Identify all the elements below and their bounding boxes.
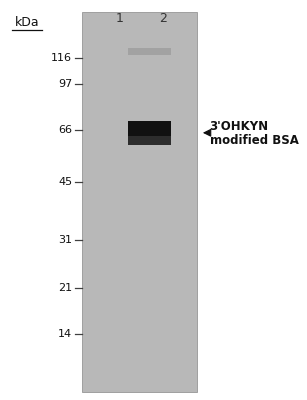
Text: 3'OHKYN: 3'OHKYN xyxy=(210,120,269,132)
Text: kDa: kDa xyxy=(15,16,40,28)
Text: 66: 66 xyxy=(58,125,72,135)
Text: 116: 116 xyxy=(51,53,72,63)
Bar xyxy=(128,121,171,145)
Text: 97: 97 xyxy=(58,79,72,89)
Text: modified BSA: modified BSA xyxy=(210,134,298,146)
Bar xyxy=(82,12,197,392)
Bar xyxy=(128,136,171,145)
Bar xyxy=(128,48,171,55)
Text: 2: 2 xyxy=(159,12,167,24)
Text: 31: 31 xyxy=(58,235,72,245)
Text: 21: 21 xyxy=(58,283,72,293)
Text: 14: 14 xyxy=(58,329,72,339)
Text: 1: 1 xyxy=(115,12,123,24)
Text: 45: 45 xyxy=(58,177,72,187)
